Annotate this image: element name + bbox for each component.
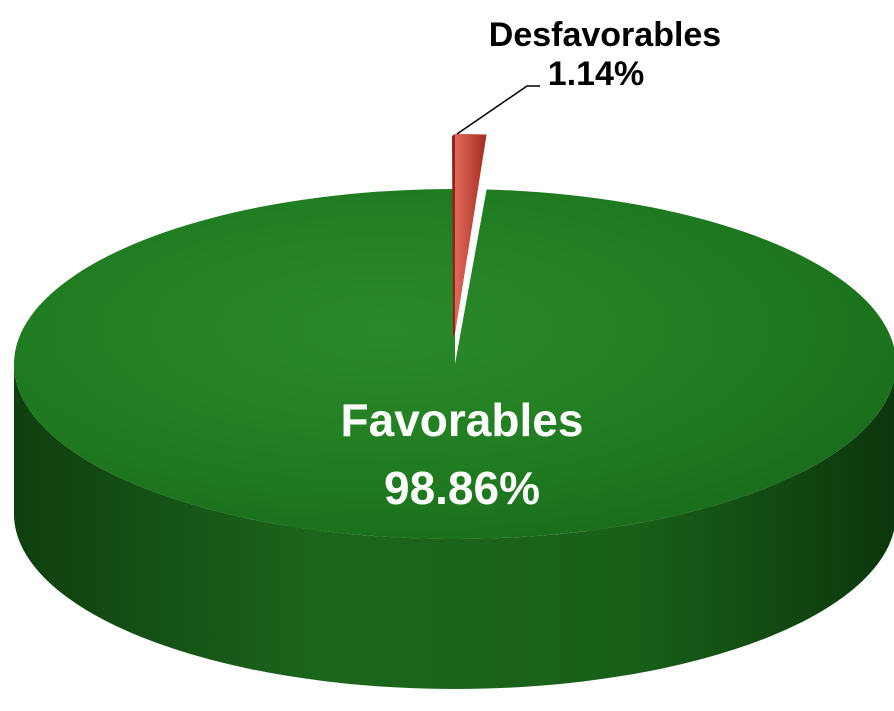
desfavorables-value-label: 1.14% bbox=[548, 55, 644, 93]
slice-favorables bbox=[14, 189, 894, 539]
favorables-value-label: 98.86% bbox=[384, 462, 540, 514]
pie-side-wall bbox=[14, 364, 894, 689]
slice-desfavorables-side bbox=[452, 134, 455, 336]
favorables-label: Favorables bbox=[341, 394, 584, 446]
slice-desfavorables bbox=[455, 134, 487, 334]
desfavorables-leader-line bbox=[456, 85, 540, 135]
desfavorables-label: Desfavorables bbox=[489, 16, 721, 54]
